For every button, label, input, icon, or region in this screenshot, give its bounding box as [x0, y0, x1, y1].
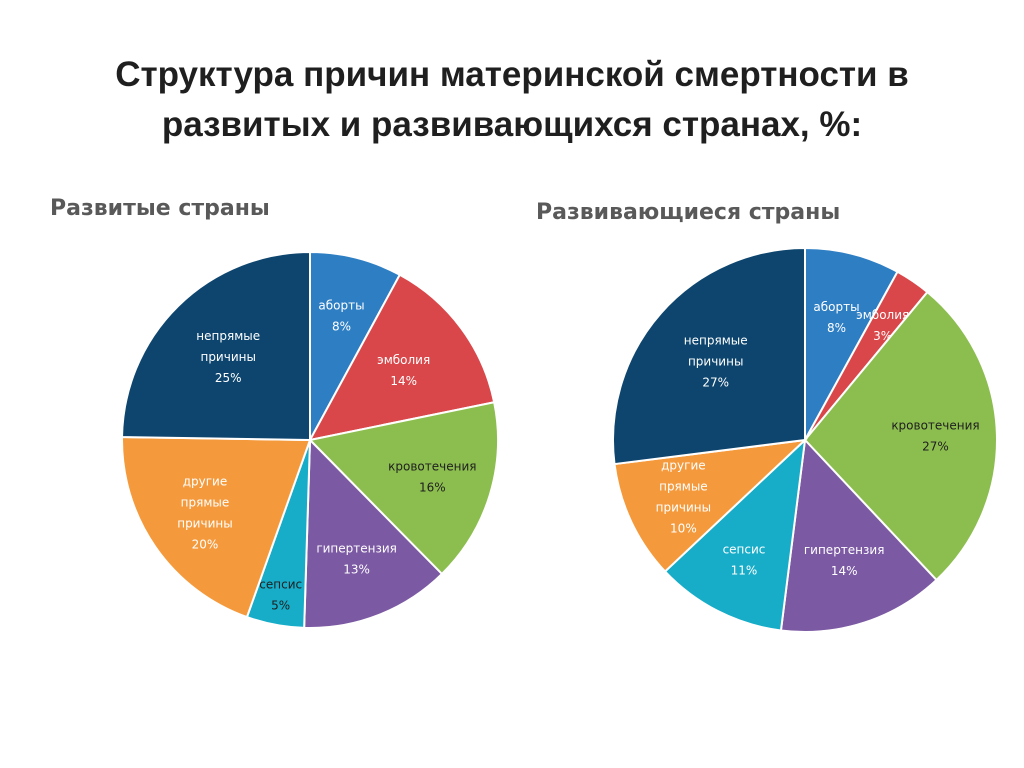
slice-label-developed-4: сепсис 5%	[259, 578, 302, 613]
slice-label-developing-6: непрямые причины 27%	[684, 333, 748, 389]
pie-developing: аборты 8%эмболия 3%кровотечения 27%гипертен…	[612, 246, 998, 633]
page-title-line-1: Структура причин материнской смертности …	[115, 55, 909, 94]
pie-slice-developed-6	[121, 250, 311, 442]
chart-title-developed: Развитые страны	[50, 196, 270, 221]
pie-slice-developed-5	[121, 436, 312, 619]
chart-title-developing: Развивающиеся страны	[536, 200, 841, 225]
pie-slice-developing-4	[663, 437, 807, 632]
page-title: Структура причин материнской смертности …	[0, 50, 1024, 150]
pie-slice-developing-3	[779, 437, 938, 633]
slice-label-developed-5: другие прямые причины 20%	[177, 474, 232, 551]
slice-label-developing-0: аборты 8%	[813, 300, 859, 335]
slice-label-developing-5: другие прямые причины 10%	[656, 459, 711, 536]
pie-slice-developing-5	[613, 438, 808, 573]
slice-label-developing-4: сепсис 11%	[723, 542, 766, 577]
slice-label-developed-6: непрямые причины 25%	[196, 329, 260, 385]
slice-label-developing-2: кровотечения 27%	[891, 418, 979, 453]
slice-label-developed-2: кровотечения 16%	[388, 460, 476, 495]
pie-slice-developed-0	[309, 250, 402, 441]
pie-slice-developed-3	[303, 437, 444, 629]
slice-label-developed-0: аборты 8%	[318, 299, 364, 334]
pie-developed: аборты 8% эмболия 14% кровотечения 16% гиперте…	[121, 250, 499, 629]
pie-slice-developing-2	[803, 290, 998, 582]
pie-slice-developing-0	[804, 246, 899, 441]
slice-label-developed-3: гипертензия 13%	[316, 542, 397, 577]
pie-slice-developed-1	[308, 273, 496, 442]
slice-label-developing-3: гипертензия 14%	[804, 543, 885, 578]
pie-slice-developed-2	[307, 401, 499, 576]
page-title-line-2: развитых и развивающихся странах, %:	[161, 105, 863, 144]
slice-label-developed-1: эмболия 14%	[377, 353, 430, 388]
pie-slice-developing-6	[612, 246, 806, 466]
